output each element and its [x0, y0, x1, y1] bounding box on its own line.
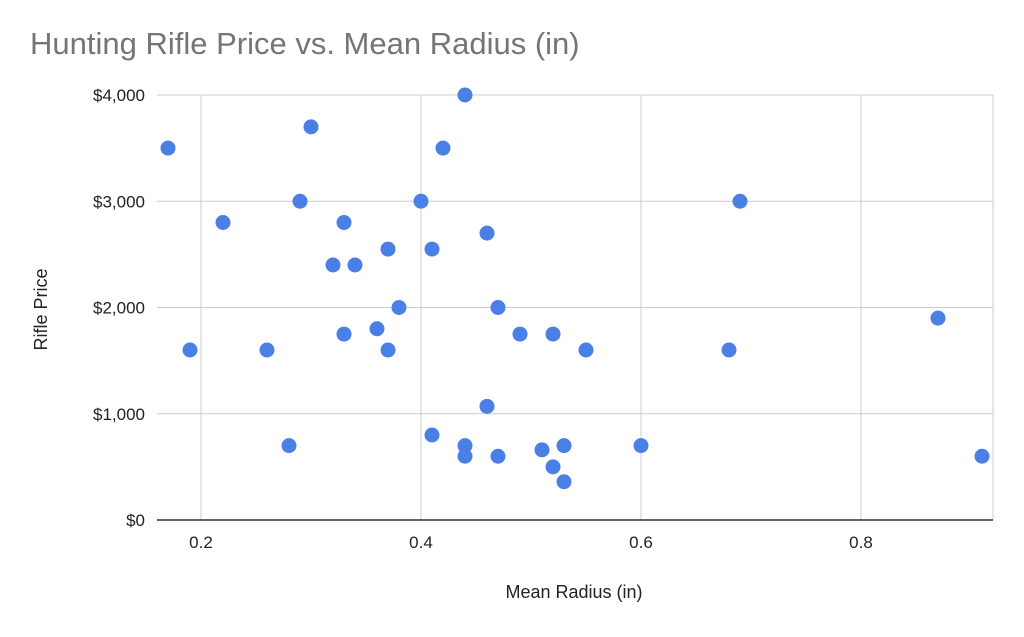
chart-title: Hunting Rifle Price vs. Mean Radius (in)	[30, 26, 580, 61]
data-point	[292, 193, 308, 209]
data-point	[413, 193, 429, 209]
data-point	[160, 140, 176, 156]
data-point	[424, 427, 440, 443]
data-point	[974, 448, 990, 464]
x-axis-label: Mean Radius (in)	[505, 582, 642, 602]
data-point	[391, 300, 407, 315]
data-point	[457, 448, 473, 464]
data-point	[732, 193, 748, 209]
y-tick-label: $1,000	[93, 405, 145, 424]
x-tick-label: 0.2	[189, 533, 213, 552]
y-tick-label: $4,000	[93, 86, 145, 105]
data-point	[721, 342, 737, 358]
data-point	[457, 438, 473, 454]
y-tick-label: $0	[126, 511, 145, 530]
x-tick-label: 0.8	[849, 533, 873, 552]
data-point	[215, 215, 231, 230]
data-point	[545, 326, 561, 342]
data-point	[930, 310, 946, 326]
data-point	[380, 342, 396, 358]
y-tick-label: $3,000	[93, 192, 145, 211]
data-point	[336, 326, 352, 342]
data-point	[369, 321, 385, 337]
x-tick-label: 0.4	[409, 533, 433, 552]
data-point	[380, 241, 396, 257]
data-point	[325, 257, 341, 273]
data-point	[336, 215, 352, 230]
data-point	[424, 241, 440, 257]
data-point	[556, 438, 572, 454]
x-tick-label: 0.6	[629, 533, 653, 552]
data-point	[633, 438, 649, 454]
data-point	[534, 442, 550, 458]
y-axis-label: Rifle Price	[31, 268, 51, 350]
data-point	[435, 140, 451, 156]
y-tick-label: $2,000	[93, 299, 145, 318]
data-point	[479, 225, 495, 241]
data-point	[457, 87, 473, 103]
data-point	[490, 448, 506, 464]
data-point	[545, 459, 561, 475]
data-point	[281, 438, 297, 454]
data-point	[490, 300, 506, 315]
data-point	[303, 119, 319, 135]
data-point	[578, 342, 594, 358]
data-point	[479, 398, 495, 414]
data-point	[347, 257, 363, 273]
data-point	[512, 326, 528, 342]
data-point	[182, 342, 198, 358]
data-point	[556, 474, 572, 490]
data-point	[259, 342, 275, 358]
